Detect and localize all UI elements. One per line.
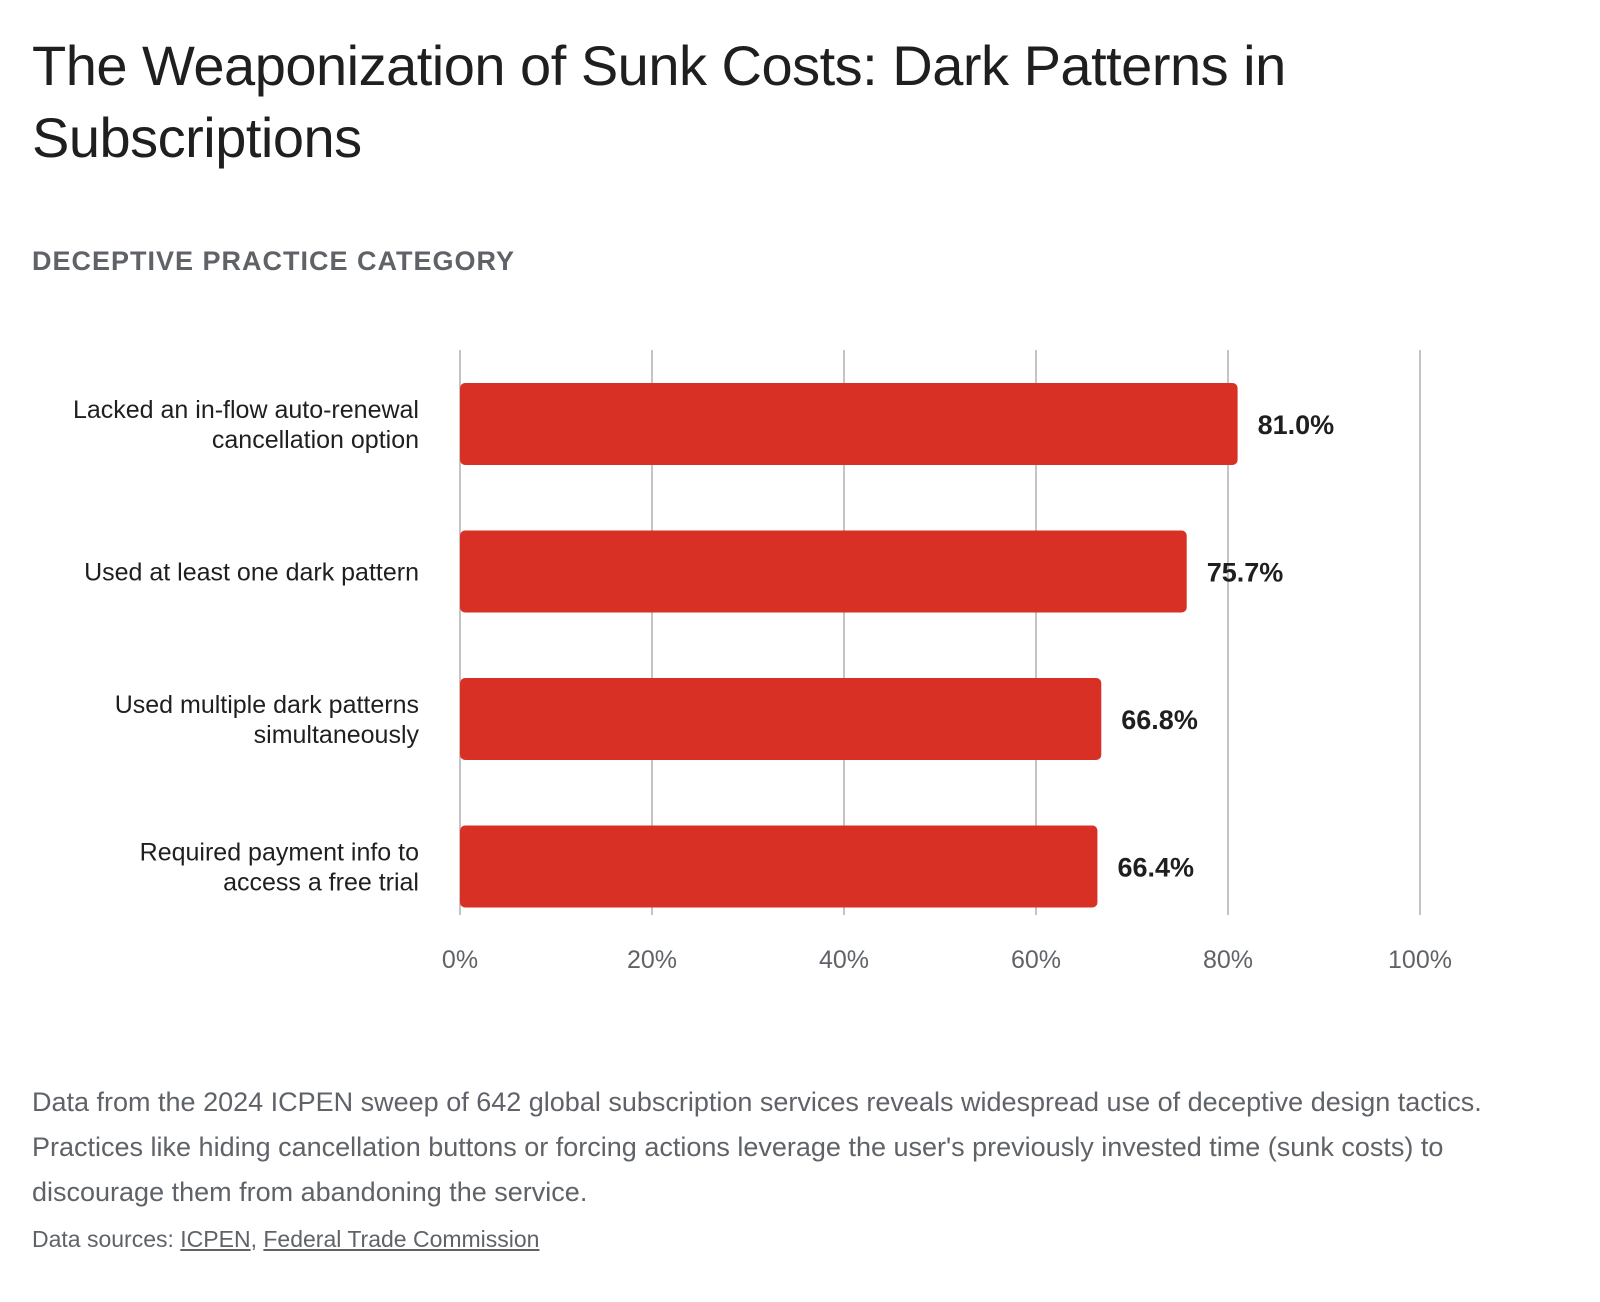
bar-chart: 81.0% Lacked an in-flow auto-renewal cance… [73,350,1452,974]
page-title: The Weaponization of Sunk Costs: Dark Pa… [32,34,1286,169]
x-tick-label-3: 60% [1011,946,1061,974]
bar-1 [460,530,1187,613]
value-label-1: 75.7% [1207,558,1284,588]
data-sources: Data sources: ICPEN, Federal Trade Commi… [32,1226,539,1253]
sources-separator: , [250,1226,264,1252]
value-label-2: 66.8% [1121,705,1198,735]
x-tick-label-4: 80% [1203,946,1253,974]
category-label-3: Required payment info to access a free tr… [140,839,419,897]
bar-0 [460,383,1238,465]
category-label-2: Used multiple dark patterns simultaneousl… [115,691,420,749]
sources-prefix: Data sources: [32,1226,181,1252]
chart-area: 81.0% Lacked an in-flow auto-renewal cance… [0,330,1600,1020]
value-label-3: 66.4% [1117,853,1194,883]
x-tick-label-5: 100% [1388,946,1452,974]
bar-2 [460,678,1102,760]
value-label-0: 81.0% [1258,410,1335,440]
source-link-icpen[interactable]: ICPEN [180,1226,251,1252]
bar-3 [460,825,1098,908]
category-label-1: Used at least one dark pattern [84,559,419,587]
source-link-ftc[interactable]: Federal Trade Commission [263,1226,540,1252]
x-tick-label-2: 40% [819,946,869,974]
x-tick-label-1: 20% [627,946,677,974]
chart-description: Data from the 2024 ICPEN sweep of 642 gl… [32,1087,1482,1207]
x-tick-label-0: 0% [442,946,478,974]
category-axis-heading: DECEPTIVE PRACTICE CATEGORY [32,246,516,276]
category-label-0: Lacked an in-flow auto-renewal cancellati… [73,396,419,454]
